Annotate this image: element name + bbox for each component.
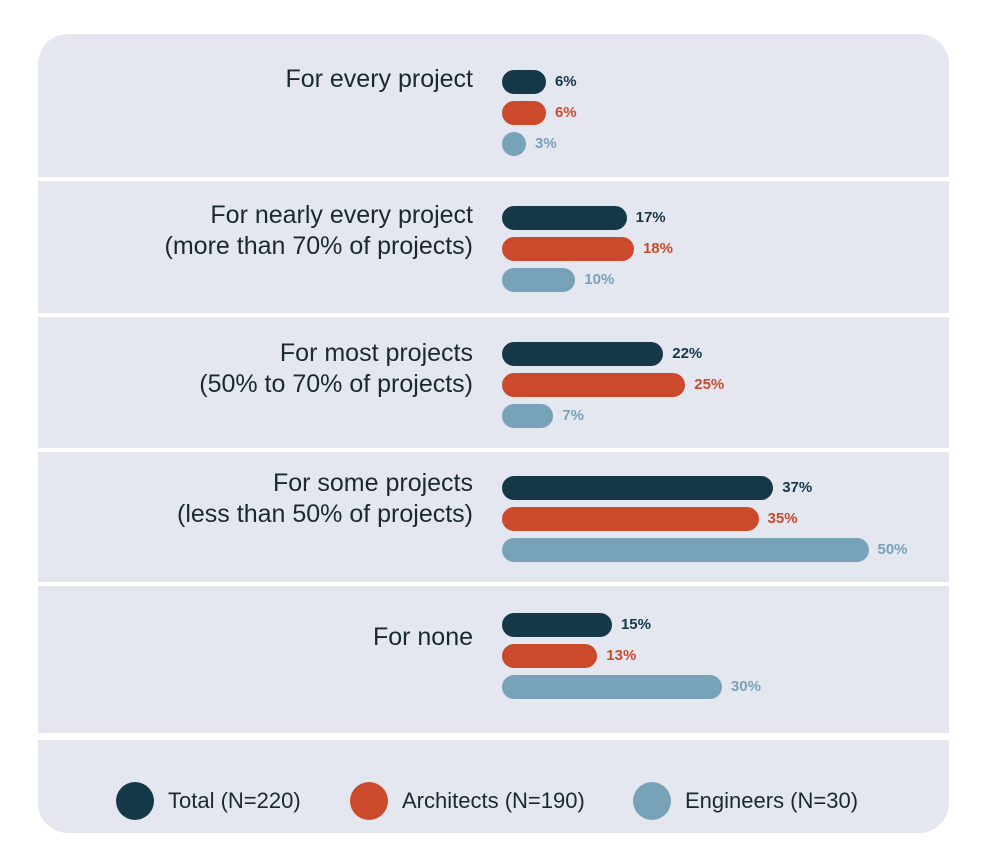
legend-label-engineers: Engineers (N=30) [685,788,859,813]
group-divider [38,177,949,181]
legend-item-engineers: Engineers (N=30) [633,769,858,833]
bar-architects [502,101,546,125]
bar-architects [502,373,686,397]
group-divider [38,313,949,317]
value-label-total: 6% [554,73,577,90]
bar-architects [502,644,598,668]
group-divider [38,448,949,452]
value-label-engineers: 7% [562,407,584,424]
value-label-architects: 18% [642,240,673,257]
value-label-engineers: 3% [535,135,557,152]
bar-engineers [502,268,576,292]
bar-total [502,342,664,366]
value-label-engineers: 50% [877,541,908,558]
legend: Total (N=220) Architects (N=190) Enginee… [38,769,949,833]
bar-total [502,476,774,500]
category-label: For most projects (50% to 70% of project… [199,339,473,398]
value-label-architects: 25% [694,376,725,393]
value-label-engineers: 30% [730,678,761,695]
legend-item-architects: Architects (N=190) [350,769,585,833]
value-label-engineers: 10% [584,271,615,288]
group-divider [38,582,949,586]
legend-label-total: Total (N=220) [168,788,301,813]
value-label-total: 37% [782,479,813,496]
chart-panel: For every project 6% 6% 3% For nearly every … [38,34,949,833]
value-label-architects: 13% [606,647,637,664]
value-label-total: 15% [620,616,651,633]
category-label: For nearly every project (more than 70% … [164,201,473,260]
value-label-architects: 6% [554,104,577,121]
category-label: For every project [285,65,473,93]
legend-swatch-architects [350,782,388,820]
bar-architects [502,237,634,261]
legend-swatch-engineers [633,782,671,820]
bar-total [502,613,612,637]
bar-engineers [502,404,554,428]
value-label-architects: 35% [767,510,798,527]
bar-architects [502,507,759,531]
bar-engineers [502,538,869,562]
bar-engineers [502,132,526,156]
legend-swatch-total [116,782,154,820]
category-label: For some projects (less than 50% of proj… [177,469,473,528]
bar-total [502,70,546,94]
legend-label-architects: Architects (N=190) [402,788,585,813]
legend-divider [38,733,949,740]
legend-item-total: Total (N=220) [116,769,301,833]
category-label: For none [372,623,473,651]
value-label-total: 17% [635,209,666,226]
value-label-total: 22% [672,345,703,362]
bar-engineers [502,675,722,699]
bar-total [502,206,627,230]
